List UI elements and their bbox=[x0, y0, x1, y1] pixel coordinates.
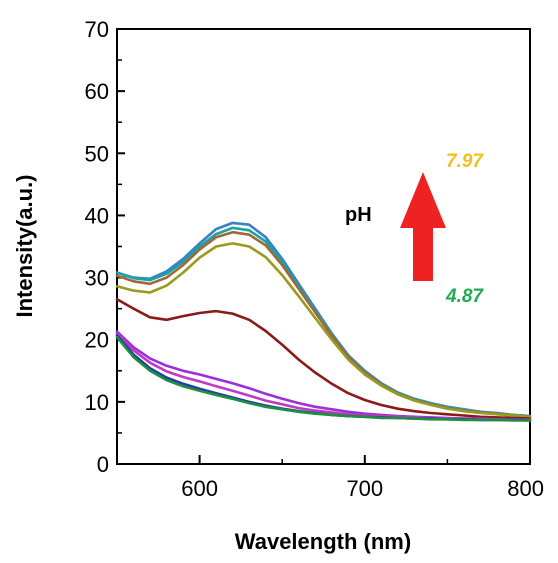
x-tick-label: 800 bbox=[507, 476, 544, 501]
x-tick-label: 700 bbox=[346, 476, 383, 501]
annotation-low-value: 4.87 bbox=[445, 286, 484, 307]
series-line-3 bbox=[115, 230, 532, 419]
y-axis-title: Intensity(a.u.) bbox=[12, 174, 37, 317]
y-tick-label: 70 bbox=[85, 17, 109, 42]
x-axis-title: Wavelength (nm) bbox=[235, 529, 411, 554]
y-tick-label: 10 bbox=[85, 390, 109, 415]
series-layer bbox=[115, 221, 532, 422]
series-line-1 bbox=[115, 221, 532, 418]
ticks: 0 10 20 30 40 50 60 70 600 700 800 bbox=[85, 17, 544, 501]
series-line-5 bbox=[115, 298, 532, 420]
ph-arrow bbox=[400, 172, 446, 281]
y-tick-label: 0 bbox=[97, 452, 109, 477]
y-tick-label: 40 bbox=[85, 203, 109, 228]
x-tick-label: 600 bbox=[181, 476, 218, 501]
series-line-9 bbox=[115, 335, 532, 422]
y-tick-label: 30 bbox=[85, 266, 109, 291]
series-line-4 bbox=[115, 242, 532, 419]
annotation-high-value: 7.97 bbox=[446, 151, 484, 172]
y-tick-label: 60 bbox=[85, 79, 109, 104]
ph-label: pH bbox=[345, 204, 372, 226]
plot-frame bbox=[116, 28, 531, 465]
y-tick-label: 20 bbox=[85, 328, 109, 353]
y-tick-label: 50 bbox=[85, 141, 109, 166]
